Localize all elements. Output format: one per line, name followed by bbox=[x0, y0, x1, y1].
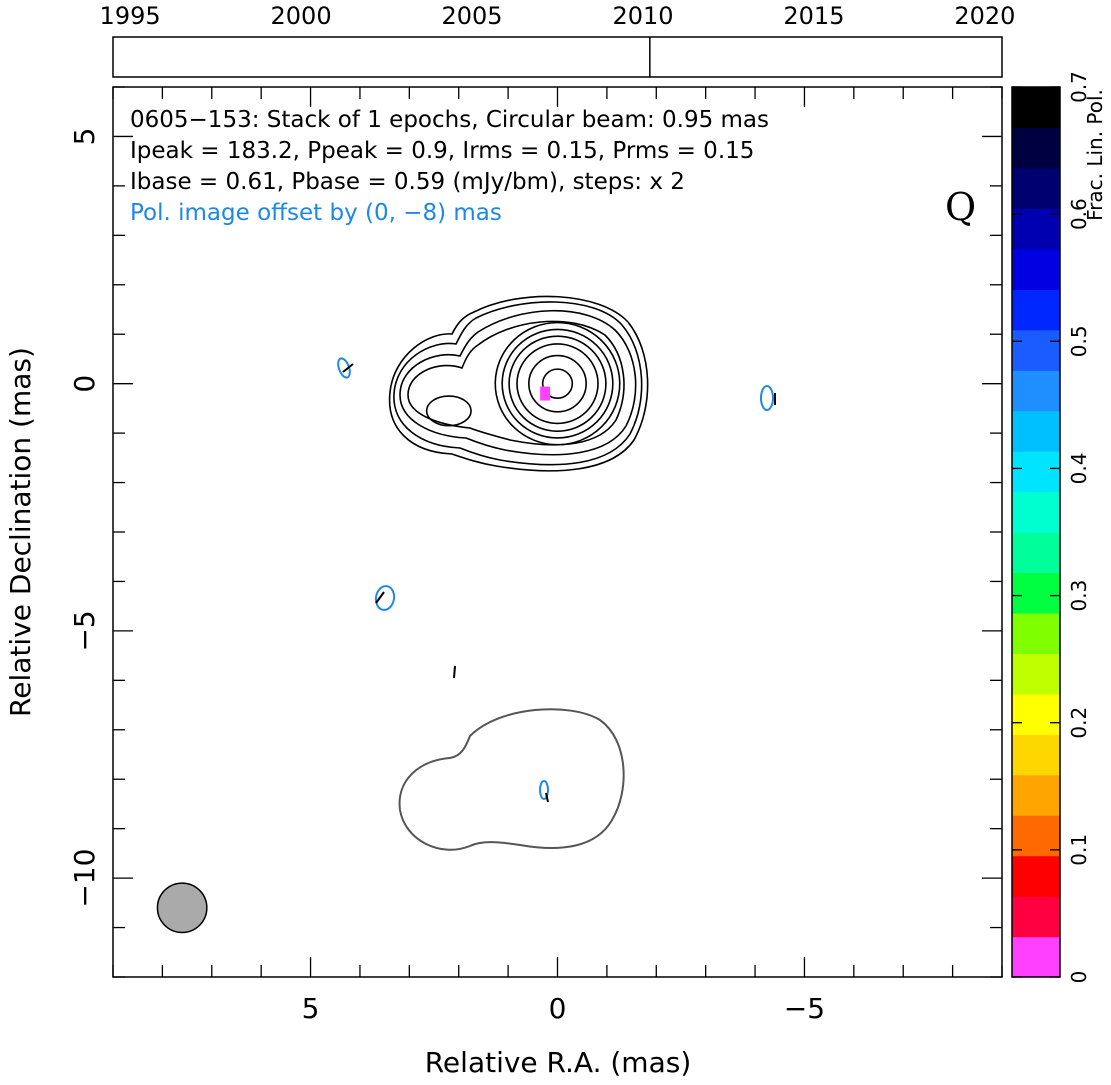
axis-ticks: 5 0 −5 5 0 −5 −10 bbox=[68, 86, 1003, 1025]
colorbar-swatch bbox=[1012, 572, 1060, 614]
colorbar-tick-label: 0.4 bbox=[1067, 453, 1091, 485]
colorbar-swatch bbox=[1012, 87, 1060, 129]
beam-ellipse bbox=[156, 882, 208, 934]
colorbar-swatch bbox=[1012, 693, 1060, 735]
pol-total-contour bbox=[398, 708, 625, 851]
pol-peak-pixel bbox=[540, 386, 551, 401]
evpa-vector bbox=[453, 665, 456, 679]
colorbar-swatch bbox=[1012, 248, 1060, 290]
colorbar-swatch bbox=[1012, 734, 1060, 776]
y-tick-label: 5 bbox=[68, 128, 101, 146]
panel-mark-q: Q bbox=[945, 185, 976, 229]
annotation-block: 0605−153: Stack of 1 epochs, Circular be… bbox=[130, 107, 976, 229]
colorbar-swatch bbox=[1012, 774, 1060, 816]
y-tick-label: −10 bbox=[68, 849, 101, 908]
pol-contour bbox=[539, 780, 549, 800]
colorbar: 0 0.1 0.2 0.3 0.4 0.5 0.6 0.7 bbox=[1011, 71, 1091, 984]
colorbar-tick-label: 0.2 bbox=[1067, 707, 1091, 739]
pol-contour bbox=[337, 357, 351, 379]
colorbar-swatch bbox=[1012, 329, 1060, 371]
colorbar-tick-label: 0 bbox=[1067, 971, 1091, 984]
evpa-vector bbox=[342, 363, 354, 373]
total-intensity-contours bbox=[388, 295, 649, 472]
x-tick-label: −5 bbox=[784, 992, 825, 1025]
evpa-vector bbox=[375, 591, 385, 604]
timeline-year-label: 2005 bbox=[441, 2, 502, 30]
colorbar-swatch bbox=[1012, 451, 1060, 493]
colorbar-swatch bbox=[1012, 612, 1060, 654]
colorbar-swatch bbox=[1012, 208, 1060, 250]
colorbar-swatch bbox=[1012, 896, 1060, 938]
beam-circle bbox=[156, 882, 208, 934]
colorbar-swatch bbox=[1012, 167, 1060, 209]
polarization-contours bbox=[337, 357, 776, 851]
colorbar-swatch bbox=[1012, 491, 1060, 533]
y-axis-label: Relative Declination (mas) bbox=[4, 347, 37, 717]
timeline-year-label: 2020 bbox=[954, 2, 1015, 30]
epoch-timeline: 1995 2000 2005 2010 2015 2020 bbox=[100, 2, 1015, 78]
colorbar-swatch bbox=[1012, 653, 1060, 695]
colorbar-tick-label: 0.7 bbox=[1067, 71, 1091, 103]
colorbar-swatch bbox=[1012, 127, 1060, 169]
y-tick-label: 0 bbox=[68, 375, 101, 393]
annotation-line-2: Ipeak = 183.2, Ppeak = 0.9, Irms = 0.15,… bbox=[130, 138, 754, 164]
outer-contour bbox=[407, 320, 625, 446]
x-tick-label: 5 bbox=[302, 992, 320, 1025]
timeline-year-label: 2010 bbox=[612, 2, 673, 30]
colorbar-frame bbox=[1011, 86, 1061, 978]
colorbar-swatch bbox=[1012, 532, 1060, 574]
colorbar-tick-label: 0.1 bbox=[1067, 834, 1091, 866]
knot-contour bbox=[425, 395, 472, 427]
colorbar-tick-label: 0.3 bbox=[1067, 580, 1091, 612]
core-contour bbox=[501, 328, 614, 439]
timeline-year-label: 2015 bbox=[783, 2, 844, 30]
core-contour bbox=[528, 354, 587, 413]
colorbar-tick-label: 0.6 bbox=[1067, 198, 1091, 230]
timeline-year-label: 1995 bbox=[100, 2, 161, 30]
colorbar-swatch bbox=[1012, 370, 1060, 412]
core-contour bbox=[516, 343, 599, 425]
pol-contour bbox=[374, 585, 396, 611]
core-contour bbox=[541, 368, 574, 400]
evpa-vector bbox=[545, 792, 549, 803]
outer-contour bbox=[399, 309, 637, 456]
colorbar-tick-label: 0.5 bbox=[1067, 325, 1091, 357]
x-axis-label: Relative R.A. (mas) bbox=[425, 1046, 692, 1079]
timeline-frame bbox=[112, 36, 1003, 78]
pol-contour bbox=[760, 385, 774, 411]
colorbar-swatch bbox=[1012, 855, 1060, 897]
y-tick-label: −5 bbox=[68, 610, 101, 651]
outer-contour bbox=[388, 295, 649, 472]
core-contour bbox=[508, 335, 607, 432]
annotation-line-1: 0605−153: Stack of 1 epochs, Circular be… bbox=[130, 107, 769, 133]
colorbar-swatch bbox=[1012, 410, 1060, 452]
outer-contour bbox=[393, 301, 643, 466]
colorbar-swatch bbox=[1012, 289, 1060, 331]
annotation-line-3: Ibase = 0.61, Pbase = 0.59 (mJy/bm), ste… bbox=[130, 169, 685, 195]
colorbar-label: Frac. Lin. Pol. bbox=[1083, 89, 1107, 221]
x-tick-label: 0 bbox=[549, 992, 567, 1025]
timeline-year-label: 2000 bbox=[271, 2, 332, 30]
pol-offset-note: Pol. image offset by (0, −8) mas bbox=[130, 200, 502, 226]
core-contour bbox=[494, 321, 621, 446]
colorbar-swatch bbox=[1012, 936, 1060, 978]
